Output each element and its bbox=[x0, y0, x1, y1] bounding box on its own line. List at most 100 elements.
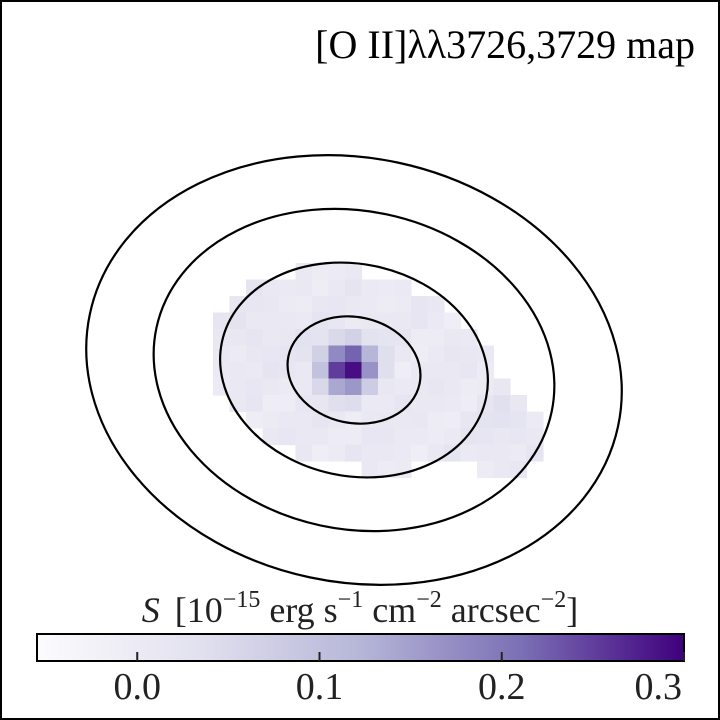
map-pixel bbox=[427, 362, 445, 380]
map-pixel bbox=[427, 345, 445, 363]
map-pixel bbox=[394, 428, 412, 446]
map-pixel bbox=[493, 395, 511, 413]
map-pixel bbox=[510, 444, 528, 462]
map-pixel bbox=[411, 345, 429, 363]
map-pixel bbox=[213, 312, 231, 330]
map-pixel bbox=[493, 444, 511, 462]
map-pixel bbox=[295, 296, 313, 314]
map-pixel bbox=[427, 296, 445, 314]
map-pixel bbox=[213, 345, 231, 363]
map-pixel bbox=[510, 411, 528, 429]
map-pixel bbox=[460, 411, 478, 429]
map-pixel bbox=[312, 444, 330, 462]
map-pixel bbox=[312, 329, 330, 347]
map-pixel bbox=[444, 362, 462, 380]
map-pixel bbox=[378, 428, 396, 446]
map-pixel bbox=[394, 279, 412, 297]
map-pixel bbox=[427, 378, 445, 396]
map-pixel bbox=[411, 296, 429, 314]
map-pixel bbox=[361, 378, 379, 396]
map-pixel bbox=[378, 296, 396, 314]
map-pixel bbox=[246, 279, 264, 297]
map-pixel bbox=[328, 444, 346, 462]
map-pixel bbox=[444, 329, 462, 347]
map-pixel bbox=[328, 428, 346, 446]
map-pixel bbox=[345, 411, 363, 429]
map-pixel bbox=[345, 444, 363, 462]
map-pixel bbox=[312, 378, 330, 396]
map-pixel bbox=[361, 395, 379, 413]
map-pixel bbox=[246, 345, 264, 363]
map-pixel bbox=[510, 395, 528, 413]
map-pixel bbox=[427, 428, 445, 446]
map-pixel bbox=[444, 428, 462, 446]
map-pixel bbox=[295, 279, 313, 297]
map-pixel bbox=[378, 312, 396, 330]
map-pixel bbox=[213, 329, 231, 347]
map-pixel bbox=[279, 312, 297, 330]
map-pixel bbox=[361, 312, 379, 330]
map-pixel bbox=[394, 395, 412, 413]
map-pixel bbox=[378, 444, 396, 462]
map-pixel bbox=[477, 411, 495, 429]
map-pixel bbox=[427, 329, 445, 347]
map-pixel bbox=[246, 312, 264, 330]
map-pixel bbox=[361, 362, 379, 380]
map-pixel bbox=[361, 279, 379, 297]
colorbar bbox=[36, 633, 685, 662]
map-pixel bbox=[444, 395, 462, 413]
map-pixel bbox=[295, 395, 313, 413]
map-pixel bbox=[262, 428, 280, 446]
map-pixel bbox=[411, 411, 429, 429]
map-pixel bbox=[328, 378, 346, 396]
map-pixel bbox=[262, 378, 280, 396]
map-pixel bbox=[411, 395, 429, 413]
map-pixel bbox=[493, 378, 511, 396]
map-pixel bbox=[378, 279, 396, 297]
map-pixel bbox=[411, 329, 429, 347]
map-pixel bbox=[279, 279, 297, 297]
map-pixel bbox=[378, 378, 396, 396]
map-pixel bbox=[378, 345, 396, 363]
map-pixel bbox=[378, 395, 396, 413]
map-pixel bbox=[444, 444, 462, 462]
map-pixel bbox=[295, 444, 313, 462]
map-pixel bbox=[312, 345, 330, 363]
map-pixel bbox=[394, 378, 412, 396]
map-pixel bbox=[279, 395, 297, 413]
map-pixel bbox=[312, 428, 330, 446]
map-pixel bbox=[246, 378, 264, 396]
map-pixel bbox=[427, 411, 445, 429]
map-pixel bbox=[460, 362, 478, 380]
map-pixel bbox=[460, 444, 478, 462]
map-pixel bbox=[394, 362, 412, 380]
map-pixel bbox=[411, 312, 429, 330]
map-pixel bbox=[444, 411, 462, 429]
map-pixel bbox=[510, 461, 528, 479]
map-pixel bbox=[279, 329, 297, 347]
map-pixel bbox=[312, 279, 330, 297]
map-pixel bbox=[361, 444, 379, 462]
map-pixel bbox=[328, 312, 346, 330]
colorbar-ticks: 0.0 0.1 0.2 0.3 bbox=[113, 652, 685, 708]
map-pixel bbox=[394, 312, 412, 330]
map-pixel bbox=[411, 444, 429, 462]
map-pixel bbox=[427, 395, 445, 413]
map-pixel bbox=[328, 345, 346, 363]
map-pixel bbox=[460, 428, 478, 446]
contour-group bbox=[85, 154, 623, 586]
map-pixel bbox=[295, 411, 313, 429]
colorbar-tick-label: 0.2 bbox=[478, 666, 526, 708]
map-pixel bbox=[378, 329, 396, 347]
map-pixel bbox=[460, 345, 478, 363]
map-pixel bbox=[361, 411, 379, 429]
contour-level-1 bbox=[286, 315, 422, 425]
map-pixel bbox=[477, 461, 495, 479]
map-pixel bbox=[394, 345, 412, 363]
emission-pixel-map bbox=[213, 263, 544, 479]
map-pixel bbox=[526, 428, 544, 446]
map-pixel bbox=[394, 444, 412, 462]
map-pixel bbox=[295, 428, 313, 446]
map-pixel bbox=[295, 345, 313, 363]
